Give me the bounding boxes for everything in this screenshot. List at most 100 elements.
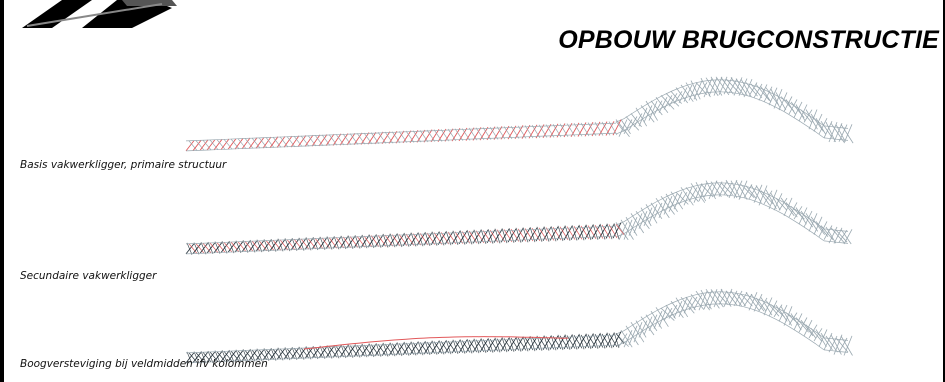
secondary-truss-member (284, 238, 291, 252)
deck-truss-member (300, 238, 310, 250)
arch-top-chord (647, 201, 657, 207)
deck-truss-member (535, 124, 545, 139)
deck-top-chord (225, 138, 237, 140)
deck-truss-member (598, 121, 608, 136)
deck-truss-member (412, 233, 422, 246)
arch-top-chord (767, 194, 777, 199)
arch-truss-member (650, 100, 663, 116)
secondary-truss-member (235, 349, 242, 363)
arch-truss-member (733, 77, 743, 96)
arch-top-chord (687, 82, 697, 86)
arch-truss-member (760, 190, 774, 205)
deck-truss-member (528, 124, 538, 139)
deck-truss-member (444, 231, 454, 245)
arch-truss-member (653, 310, 663, 329)
deck-truss-member (230, 138, 240, 150)
deck-truss-member (332, 345, 342, 358)
arch-truss-member (823, 225, 833, 240)
deck-truss-member (349, 133, 359, 145)
arch-top-chord (839, 339, 849, 341)
deck-truss-member (430, 341, 440, 355)
deck-truss-member (409, 342, 419, 355)
deck-truss-member (458, 339, 468, 354)
arch-top-chord (759, 299, 769, 304)
deck-truss-member (192, 352, 202, 363)
deck-truss-member (507, 228, 517, 243)
deck-truss-member (290, 238, 300, 251)
deck-truss-member (479, 229, 489, 244)
arch-bottom-chord (639, 218, 649, 224)
arch-top-chord (687, 185, 697, 189)
arch-truss-member (645, 314, 658, 332)
deck-truss-member (325, 345, 335, 359)
deck-truss-member (311, 134, 321, 147)
arch-truss-member (655, 96, 669, 114)
arch-truss-member (638, 211, 648, 229)
deck-truss-member (381, 131, 391, 144)
arch-bottom-chord (831, 241, 841, 243)
deck-truss-member (395, 342, 405, 356)
deck-truss-member (493, 126, 503, 140)
arch-bottom-chord (663, 102, 673, 108)
deck-truss-member (587, 225, 597, 239)
deck-truss-member (262, 239, 272, 252)
arch-top-chord (679, 84, 689, 89)
deck-truss-member (251, 137, 261, 149)
deck-truss-member (549, 123, 559, 138)
deck-truss-member (524, 228, 534, 242)
secondary-truss-member (256, 348, 263, 362)
arch-truss-member (615, 222, 629, 241)
arch-truss-member (775, 197, 788, 211)
arch-top-chord (743, 82, 753, 86)
arch-truss-member (753, 184, 763, 203)
arch-bottom-chord (815, 343, 825, 351)
arch-truss-member (690, 294, 705, 310)
deck-truss-member (237, 138, 247, 149)
deck-truss-member (461, 231, 471, 244)
arch-truss-member (748, 82, 758, 97)
secondary-truss-member (249, 348, 256, 362)
deck-truss-member (206, 351, 216, 363)
deck-truss-member (465, 230, 475, 244)
arch-stiffening-member (363, 341, 371, 344)
deck-truss-member (552, 124, 562, 138)
deck-truss-member (612, 119, 622, 136)
arch-top-chord (631, 211, 641, 217)
arch-stiffening-member (303, 347, 311, 350)
deck-truss-member (426, 129, 436, 142)
arch-truss-member (678, 87, 688, 104)
arch-truss-member (658, 307, 668, 327)
arch-truss-member (805, 324, 817, 339)
arch-truss-member (713, 181, 723, 197)
deck-truss-member (248, 240, 258, 252)
arch-truss-member (825, 335, 838, 353)
deck-truss-member (584, 333, 594, 349)
deck-truss-member (286, 136, 296, 148)
deck-truss-member (353, 235, 363, 248)
secondary-truss-member (207, 241, 214, 255)
deck-truss-member (269, 348, 279, 361)
arch-bottom-chord (727, 194, 737, 197)
arch-truss-member (770, 88, 781, 109)
secondary-truss-member (186, 242, 193, 255)
arch-truss-member (665, 93, 680, 107)
deck-truss-member (353, 344, 363, 357)
arch-bottom-chord (759, 202, 769, 207)
secondary-truss-member (368, 343, 375, 358)
deck-truss-member (458, 127, 468, 142)
arch-truss-member (843, 229, 853, 245)
deck-truss-member (318, 237, 328, 250)
arch-stiffening-member (321, 345, 329, 348)
arch-bottom-chord (663, 205, 673, 211)
arch-truss-member (813, 216, 823, 235)
deck-truss-member (199, 242, 209, 254)
deck-truss-member (482, 230, 492, 243)
deck-truss-member (276, 136, 286, 148)
deck-truss-member (426, 341, 436, 354)
secondary-truss-member (277, 347, 284, 361)
secondary-truss-member (354, 235, 361, 249)
deck-truss-member (521, 336, 531, 351)
arch-truss-member (643, 207, 653, 227)
arch-top-chord (623, 325, 633, 331)
deck-truss-member (363, 344, 373, 357)
